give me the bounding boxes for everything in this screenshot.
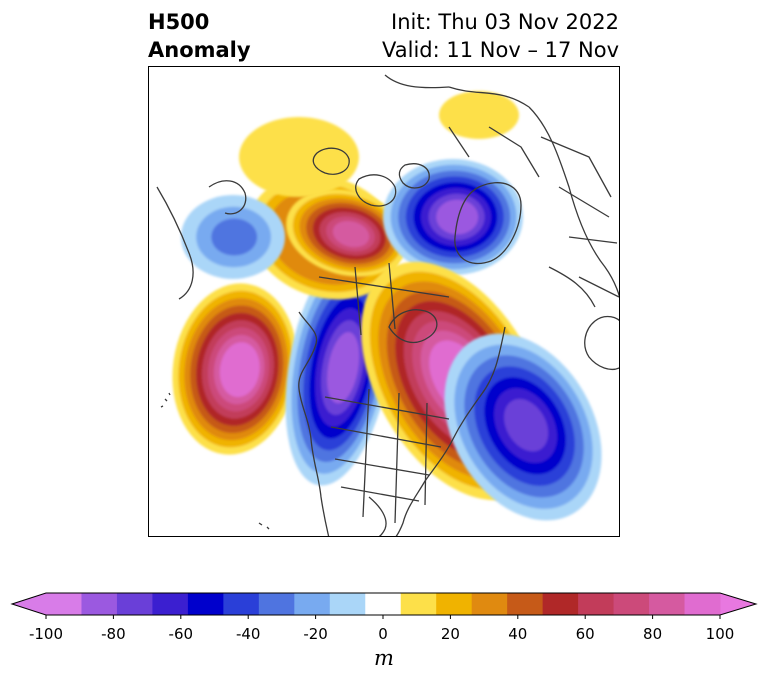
coastline-path: [258, 522, 270, 530]
positive-anomaly-pacific-level: [219, 342, 260, 398]
colorbar-swatch: [294, 593, 331, 615]
colorbar-swatch: [223, 593, 260, 615]
colorbar-tick-label: 20: [440, 625, 460, 643]
colorbar-tick-label: 80: [643, 625, 663, 643]
coastline-path: [388, 262, 396, 330]
colorbar-swatch: [187, 593, 224, 615]
positive-anomaly-hudson-level: [332, 220, 370, 248]
positive-anomaly-pacific: [172, 283, 298, 455]
coastline-path: [454, 182, 522, 265]
colorbar-tick-label: -20: [303, 625, 328, 643]
coastline-path: [488, 126, 540, 178]
colorbar-swatch: [152, 593, 189, 615]
anomaly-fill-layer: [172, 91, 602, 521]
coastline-path: [368, 496, 387, 536]
coastline-path: [334, 458, 430, 476]
coastline-path: [384, 74, 450, 89]
coastline-layer: [156, 74, 619, 536]
coastline-path: [448, 126, 470, 158]
coastline-path: [355, 174, 397, 207]
coastline-path: [540, 136, 612, 198]
coastline-path: [340, 486, 420, 502]
colorbar-tick-label: 0: [378, 625, 388, 643]
map-canvas: [156, 74, 619, 536]
negative-anomaly-arctic-level: [436, 199, 479, 235]
negative-anomaly-west-level: [327, 332, 360, 404]
colorbar-swatch: [436, 593, 473, 615]
positive-anomaly-hudson: [286, 189, 408, 277]
title-init-date: Init: Thu 03 Nov 2022: [391, 10, 619, 34]
coastline-path: [424, 402, 428, 506]
coastline-path: [330, 426, 442, 448]
coastline-path: [394, 392, 400, 524]
coastline-path: [362, 388, 370, 518]
coastline-path: [160, 392, 171, 408]
colorbar-swatch: [258, 593, 295, 615]
positive-anomaly-eurasia-level: [439, 91, 519, 139]
coastline-path: [318, 276, 450, 298]
colorbar: [10, 592, 758, 619]
title-valid-range: Valid: 11 Nov – 17 Nov: [382, 38, 619, 62]
coastline-path: [354, 266, 362, 336]
positive-anomaly-north-top: [239, 117, 359, 197]
positive-anomaly-eurasia: [439, 91, 519, 139]
colorbar-swatch: [46, 593, 82, 615]
colorbar-swatch: [684, 593, 721, 615]
colorbar-swatch: [400, 593, 437, 615]
colorbar-tick-label: 40: [508, 625, 528, 643]
coastline-path: [395, 326, 506, 536]
title-variable: H500: [148, 10, 210, 34]
coastline-path: [398, 163, 430, 189]
negative-anomaly-arctic: [383, 159, 523, 275]
colorbar-swatch: [578, 593, 615, 615]
title-field: Anomaly: [148, 38, 251, 62]
colorbar-swatch: [507, 593, 544, 615]
colorbar-tick-label: -60: [168, 625, 194, 643]
negative-anomaly-siberia-level: [211, 218, 258, 256]
colorbar-swatch: [116, 593, 153, 615]
coastline-path: [208, 180, 247, 215]
colorbar-tick-label: 60: [575, 625, 595, 643]
colorbar-extend-min: [12, 593, 46, 615]
map-title-right: Init: Thu 03 Nov 2022 Valid: 11 Nov – 17…: [382, 8, 619, 64]
positive-anomaly-north-top-level: [239, 117, 359, 197]
coastline-path: [312, 147, 350, 175]
coastline-path: [548, 266, 596, 308]
coastline-path: [528, 106, 619, 298]
coastline-path: [298, 311, 330, 536]
colorbar-tick-label: -80: [101, 625, 126, 643]
coastline-path: [156, 186, 194, 300]
colorbar-extend-max: [720, 593, 756, 615]
map-title-left: H500 Anomaly: [148, 8, 251, 64]
map-panel: [148, 66, 620, 537]
colorbar-unit-label: m: [374, 646, 394, 670]
colorbar-swatch: [81, 593, 118, 615]
colorbar-tick-label: 100: [705, 625, 735, 643]
colorbar-swatch: [365, 593, 402, 615]
colorbar-swatch: [542, 593, 579, 615]
colorbar-swatch: [649, 593, 686, 615]
coastline-path: [568, 236, 618, 244]
colorbar-swatch: [613, 593, 650, 615]
negative-anomaly-atlantic-level: [504, 399, 549, 452]
coastline-path: [448, 86, 530, 108]
coastline-path: [578, 276, 619, 298]
colorbar-swatch: [329, 593, 366, 615]
colorbar-tick-label: -40: [235, 625, 261, 643]
negative-anomaly-atlantic: [444, 333, 602, 521]
coastline-path: [558, 186, 610, 218]
coastline-path: [388, 309, 438, 344]
colorbar-tick-label: -100: [28, 625, 64, 643]
coastline-path: [324, 396, 450, 420]
coastline-path: [584, 315, 619, 371]
negative-anomaly-siberia: [181, 195, 285, 279]
colorbar-swatch: [471, 593, 508, 615]
